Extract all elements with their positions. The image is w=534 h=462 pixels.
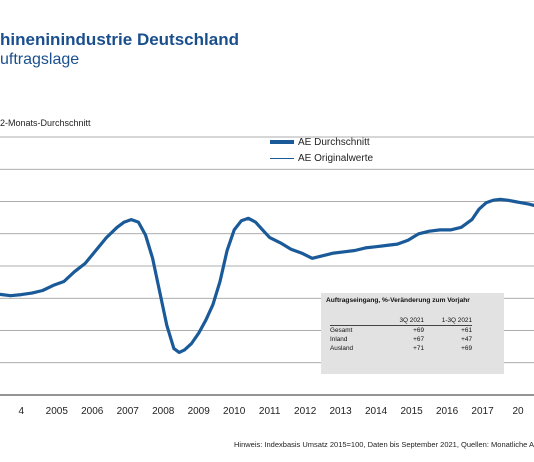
y-axis-label: 2-Monats-Durchschnitt bbox=[0, 118, 91, 128]
row-value-1-3q: +61 bbox=[461, 327, 472, 334]
x-tick-label: 2013 bbox=[329, 406, 352, 417]
row-value-1-3q: +69 bbox=[461, 345, 472, 352]
table-title: Auftragseingang, %-Veränderung zum Vorja… bbox=[326, 297, 470, 304]
table-row: Gesamt +69 +61 bbox=[330, 326, 472, 336]
table-header-row: 3Q 2021 1-3Q 2021 bbox=[330, 316, 472, 326]
x-tick-label: 2009 bbox=[188, 406, 211, 417]
legend-thin-line-swatch bbox=[270, 157, 294, 159]
series-line-average bbox=[0, 197, 534, 354]
order-intake-table-box: Auftragseingang, %-Veränderung zum Vorja… bbox=[321, 293, 504, 374]
legend-label-original: AE Originalwerte bbox=[298, 152, 374, 164]
series-layer bbox=[0, 197, 534, 354]
legend-label-average: AE Durchschnitt bbox=[298, 136, 370, 148]
table-row: Inland +67 +47 bbox=[330, 335, 472, 344]
row-label: Inland bbox=[330, 336, 348, 343]
x-tick-label: 2015 bbox=[400, 406, 423, 417]
footnote: Hinweis: Indexbasis Umsatz 2015=100, Dat… bbox=[234, 440, 534, 449]
table-header-3q: 3Q 2021 bbox=[384, 316, 424, 326]
x-axis: 4 2005 2006 2007 2008 2009 2010 2011 2012 2013 201… bbox=[19, 406, 525, 417]
x-tick-label: 2008 bbox=[152, 406, 175, 417]
legend-item-average: AE Durchschnitt bbox=[270, 134, 373, 150]
x-tick-label: 2014 bbox=[365, 406, 388, 417]
legend-thick-line-swatch bbox=[270, 140, 294, 144]
row-label: Ausland bbox=[330, 345, 354, 352]
chart-subtitle: uftragslage bbox=[0, 51, 80, 68]
x-tick-label: 2006 bbox=[81, 406, 104, 417]
table-row: Ausland +71 +69 bbox=[330, 344, 472, 353]
legend: AE Durchschnitt AE Originalwerte bbox=[270, 134, 373, 166]
x-tick-label: 2011 bbox=[259, 406, 281, 417]
grid-lines bbox=[0, 136, 534, 396]
table-header-1-3q: 1-3Q 2021 bbox=[424, 316, 472, 326]
legend-item-original: AE Originalwerte bbox=[270, 150, 373, 166]
x-tick-label: 2017 bbox=[471, 406, 494, 417]
row-value-3q: +71 bbox=[413, 345, 424, 352]
table-header-empty bbox=[330, 316, 384, 326]
x-tick-label: 2007 bbox=[117, 406, 140, 417]
row-label: Gesamt bbox=[330, 327, 353, 334]
row-value-1-3q: +47 bbox=[461, 336, 472, 343]
chart-title: hineninindustrie Deutschland bbox=[0, 30, 239, 49]
x-tick-label: 2016 bbox=[436, 406, 459, 417]
x-tick-label: 4 bbox=[19, 406, 25, 417]
order-intake-table: 3Q 2021 1-3Q 2021 Gesamt +69 +61 Inland … bbox=[330, 316, 472, 353]
row-value-3q: +67 bbox=[413, 336, 424, 343]
x-tick-label: 2012 bbox=[294, 406, 317, 417]
x-tick-label: 2005 bbox=[46, 406, 69, 417]
x-tick-label: 2010 bbox=[223, 406, 246, 417]
row-value-3q: +69 bbox=[413, 327, 424, 334]
x-tick-label: 20 bbox=[512, 406, 524, 417]
